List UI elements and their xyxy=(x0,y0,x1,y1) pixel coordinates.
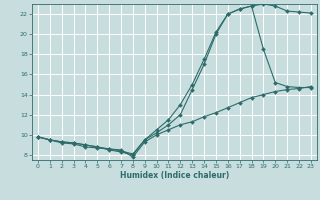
X-axis label: Humidex (Indice chaleur): Humidex (Indice chaleur) xyxy=(120,171,229,180)
